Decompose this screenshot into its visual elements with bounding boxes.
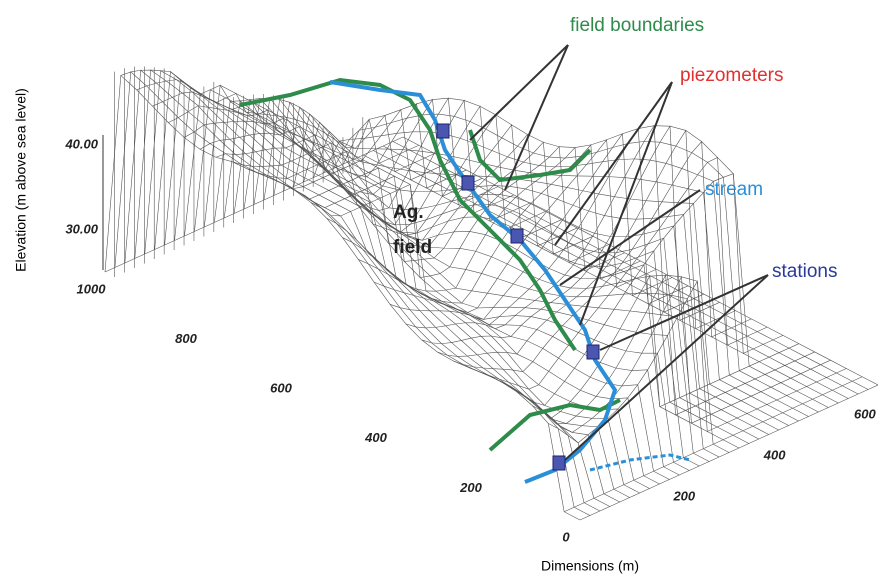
label: field <box>393 237 432 258</box>
arrow <box>560 190 700 285</box>
mesh-line <box>194 90 669 480</box>
mesh-line <box>105 75 580 520</box>
right-tick-label: 400 <box>763 448 786 463</box>
right-tick-label: 600 <box>854 407 876 422</box>
left-tick-label: 0 <box>562 529 570 544</box>
label: stream <box>705 179 763 200</box>
label: Ag. <box>393 202 424 223</box>
arrow <box>470 45 568 140</box>
station <box>462 176 474 190</box>
mesh-line <box>234 100 709 462</box>
axis-title: Elevation (m above sea level) <box>13 88 29 272</box>
mesh-line <box>333 132 808 417</box>
mesh-line <box>115 72 590 516</box>
station <box>553 456 565 470</box>
diagram: field boundaries piezometers stream stat… <box>0 0 878 581</box>
left-tick-label: 600 <box>270 381 292 396</box>
left-tick-label: 400 <box>364 430 387 445</box>
arrow <box>600 275 768 350</box>
left-tick-label: 200 <box>459 480 482 495</box>
surface-mesh <box>105 67 878 520</box>
left-tick-label: 1000 <box>77 281 107 296</box>
mesh-line <box>327 148 625 292</box>
label: field boundaries <box>570 15 704 36</box>
z-tick-label: 40.00 <box>64 136 98 151</box>
mesh-line <box>105 137 403 272</box>
mesh-line <box>165 80 640 493</box>
station <box>511 229 523 243</box>
axis-title: Dimensions (m) <box>541 558 639 574</box>
station <box>587 345 599 359</box>
mesh-line <box>295 142 593 261</box>
label: piezometers <box>680 65 784 86</box>
mesh-line <box>374 134 672 320</box>
right-tick-label: 200 <box>672 489 695 504</box>
left-tick-label: 800 <box>175 331 197 346</box>
mesh-line <box>284 107 759 439</box>
arrow <box>505 45 568 190</box>
mesh-line <box>244 99 719 457</box>
z-tick-label: 30.00 <box>65 221 98 236</box>
arrow <box>565 275 768 460</box>
label: stations <box>772 261 837 282</box>
station <box>437 124 449 138</box>
stream-tributary <box>590 455 690 470</box>
